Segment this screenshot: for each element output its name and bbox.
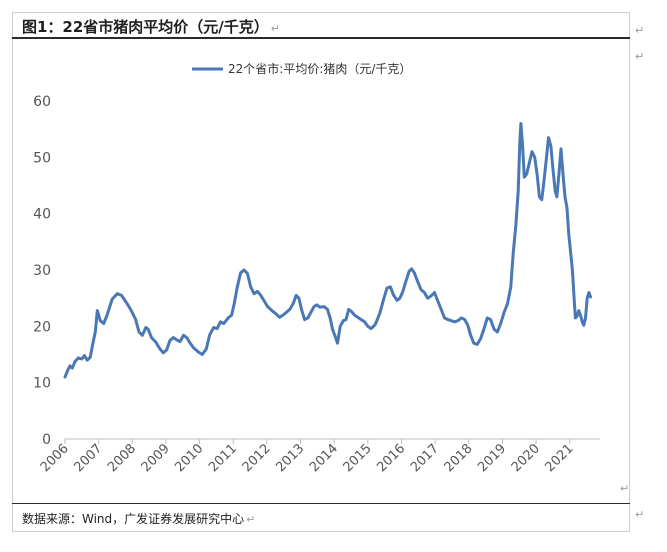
source-note: 数据来源：Wind，广发证券发展研究中心 ↵ — [22, 510, 255, 527]
return-mark-icon: ↵ — [246, 513, 256, 526]
figure-title-text: 图1：22省市猪肉平均价（元/千克） — [22, 18, 269, 36]
y-tick-label: 0 — [42, 432, 51, 448]
x-tick-label: 2017 — [408, 441, 442, 475]
return-mark-icon: ↵ — [270, 22, 281, 35]
x-tick-label: 2012 — [240, 441, 274, 475]
figure-title: 图1：22省市猪肉平均价（元/千克） ↵ — [22, 16, 280, 37]
chart-legend: 22个省市:平均价:猪肉（元/千克） — [192, 61, 411, 76]
return-mark-icon: ↵ — [620, 482, 630, 495]
y-tick-label: 40 — [33, 207, 51, 223]
x-tick-label: 2007 — [71, 441, 105, 475]
x-tick-label: 2019 — [475, 441, 509, 475]
x-tick-label: 2011 — [206, 441, 240, 475]
x-tick-label: 2008 — [105, 441, 139, 475]
x-tick-label: 2010 — [172, 441, 206, 475]
x-tick-label: 2009 — [139, 441, 173, 475]
x-tick-label: 2015 — [341, 441, 375, 475]
x-tick-label: 2014 — [307, 441, 341, 475]
return-mark-icon: ↵ — [635, 24, 645, 37]
y-tick-label: 30 — [33, 263, 51, 279]
y-tick-label: 10 — [33, 376, 51, 392]
y-tick-label: 60 — [33, 94, 51, 110]
return-mark-icon: ↵ — [635, 50, 645, 63]
figure-frame — [12, 12, 630, 532]
x-tick-label: 2013 — [273, 441, 307, 475]
return-mark-icon: ↵ — [635, 508, 645, 521]
source-bar: 数据来源：Wind，广发证券发展研究中心 ↵ — [12, 503, 630, 532]
x-tick-label: 2021 — [543, 441, 577, 475]
legend-label: 22个省市:平均价:猪肉（元/千克） — [228, 61, 411, 76]
x-tick-label: 2020 — [509, 441, 543, 475]
series-line — [63, 122, 593, 379]
source-text: 数据来源：Wind，广发证券发展研究中心 — [22, 512, 245, 526]
x-tick-label: 2016 — [374, 441, 408, 475]
plot-area — [63, 122, 593, 379]
figure-title-bar: 图1：22省市猪肉平均价（元/千克） ↵ — [12, 12, 630, 39]
y-tick-label: 20 — [33, 319, 51, 335]
x-tick-label: 2018 — [442, 441, 476, 475]
y-tick-label: 50 — [33, 150, 51, 166]
